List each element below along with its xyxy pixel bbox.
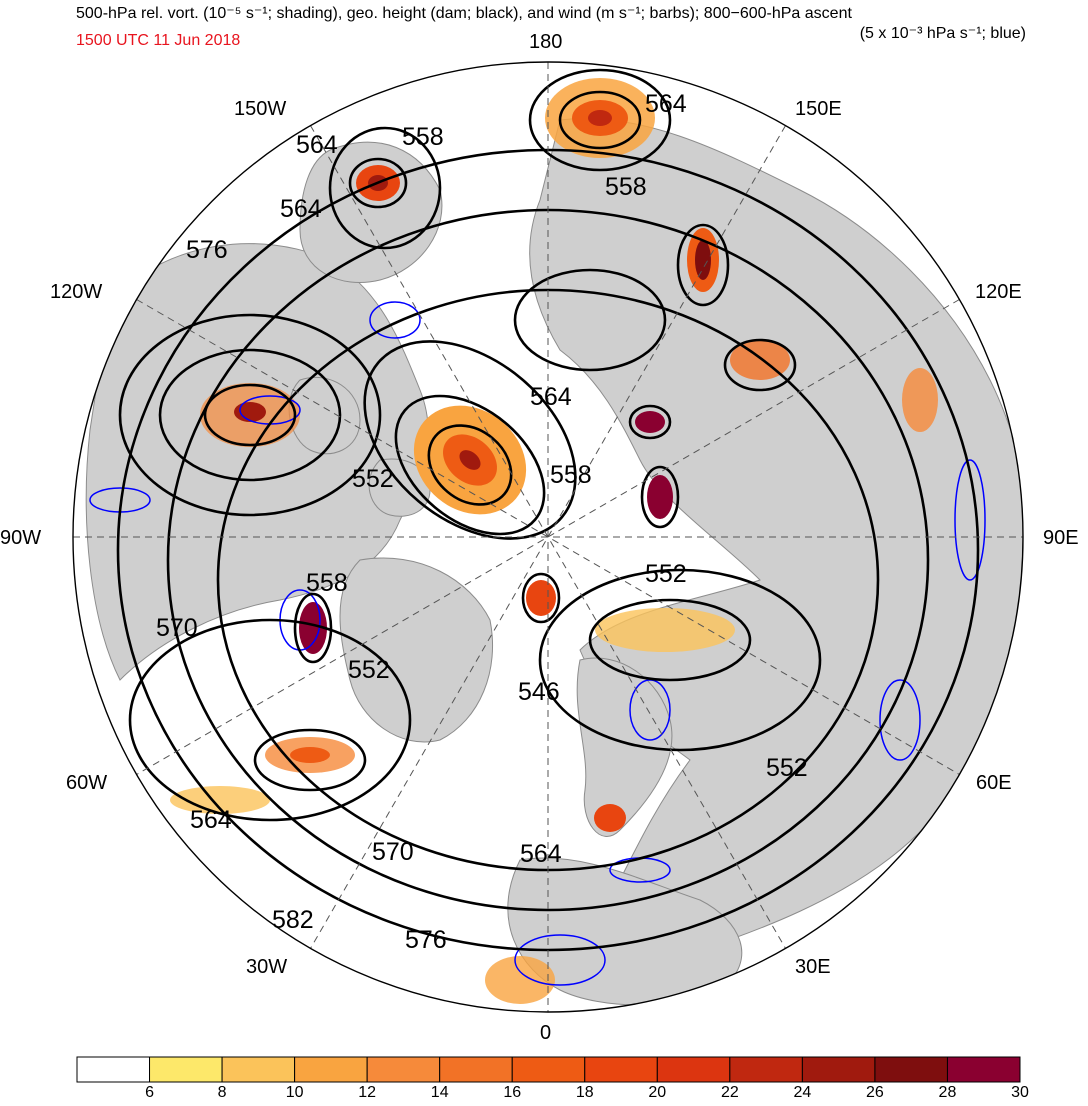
lon-label-30w: 30W (246, 956, 288, 978)
graticule (73, 62, 1023, 1012)
colorbar-tick-label: 12 (358, 1084, 377, 1101)
lon-label-150e: 150E (795, 98, 842, 120)
contour-labels: 564 558 564 558 564 576 564 552 558 552 … (156, 90, 808, 954)
contour-label: 564 (645, 90, 687, 118)
colorbar-box (656, 1056, 731, 1083)
map-title-units: (5 x 10⁻³ hPa s⁻¹; blue) (859, 25, 1026, 42)
contour-label: 564 (530, 383, 572, 411)
colorbar-tick-label: 22 (720, 1084, 739, 1101)
colorbar-tick-label: 24 (793, 1084, 812, 1101)
lon-label-60w: 60W (66, 772, 108, 794)
contour-label: 558 (402, 123, 444, 151)
colorbar-box (294, 1056, 368, 1083)
colorbar-tick-label: 6 (145, 1084, 154, 1101)
contour-label: 558 (605, 173, 647, 201)
contour-label: 552 (766, 754, 808, 782)
contour-label: 558 (306, 569, 348, 597)
lon-label-120w: 120W (50, 281, 103, 303)
colorbar-tick-label: 16 (503, 1084, 522, 1101)
colorbar-tick-label: 30 (1011, 1084, 1029, 1101)
colorbar-box (76, 1056, 151, 1083)
lon-label-180: 180 (529, 31, 563, 53)
colorbar-box (729, 1056, 803, 1083)
colorbar-tick-label: 14 (430, 1084, 449, 1101)
lon-label-0: 0 (540, 1022, 552, 1044)
colorbar-tick-label: 20 (648, 1084, 667, 1101)
lon-label-120e: 120E (975, 281, 1022, 303)
contour-label: 570 (372, 838, 414, 866)
contour-label: 576 (405, 926, 447, 954)
contour-label: 552 (645, 560, 687, 588)
colorbar-tick-label: 8 (217, 1084, 227, 1101)
lon-label-90w: 90W (0, 527, 42, 549)
lon-label-150w: 150W (234, 98, 287, 120)
contour-label: 582 (272, 906, 314, 934)
land-masses (85, 117, 1023, 1006)
contour-label: 552 (348, 656, 390, 684)
contour-label: 564 (280, 195, 322, 223)
lon-label-90e: 90E (1043, 527, 1079, 549)
colorbar (76, 1056, 1021, 1083)
colorbar-box (511, 1056, 586, 1083)
colorbar-box (946, 1056, 1021, 1083)
contour-label: 552 (352, 465, 394, 493)
lon-label-30e: 30E (795, 956, 831, 978)
colorbar-box (801, 1056, 876, 1083)
colorbar-tick-label: 26 (866, 1084, 884, 1101)
contour-label: 576 (186, 236, 228, 264)
colorbar-box (439, 1056, 513, 1083)
colorbar-tick-label: 10 (285, 1084, 304, 1101)
contour-label: 564 (190, 806, 232, 834)
contour-label: 570 (156, 614, 198, 642)
colorbar-box (874, 1056, 948, 1083)
contour-label: 546 (518, 678, 560, 706)
valid-time: 1500 UTC 11 Jun 2018 (76, 32, 241, 49)
colorbar-box (221, 1056, 296, 1083)
contour-label: 564 (520, 840, 562, 868)
map-border (72, 61, 1024, 1013)
colorbar-box (149, 1056, 223, 1083)
map-title: 500-hPa rel. vort. (10⁻⁵ s⁻¹; shading), … (76, 5, 852, 22)
lon-label-60e: 60E (976, 772, 1012, 794)
contour-label: 564 (296, 131, 338, 159)
vorticity-shading (170, 78, 938, 1004)
contour-label: 558 (550, 461, 592, 489)
colorbar-box (366, 1056, 441, 1083)
colorbar-tick-label: 18 (575, 1084, 594, 1101)
colorbar-tick-label: 28 (938, 1084, 957, 1101)
colorbar-box (584, 1056, 658, 1083)
